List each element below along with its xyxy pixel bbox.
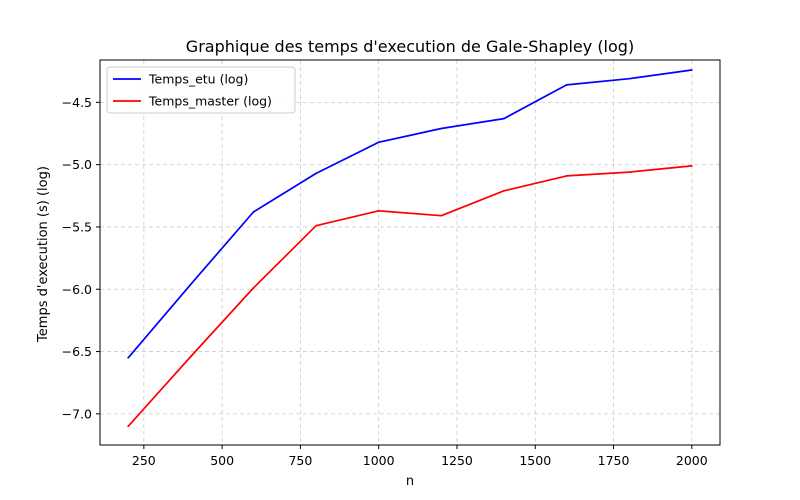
axis-ticks: 250 500 750 1000 1250 1500 1750 2000 −7.0 −6.5 −6.… <box>62 95 708 468</box>
plot-frame <box>99 59 721 446</box>
series-2-point <box>252 287 255 289</box>
x-tick-label: 1000 <box>363 453 395 468</box>
series-2-point <box>315 224 317 227</box>
series-1-point <box>127 356 130 359</box>
series-1-point <box>628 77 631 80</box>
x-tick-label: 500 <box>210 453 234 468</box>
series-1-point <box>503 117 505 120</box>
legend: Temps_etu (log) Temps_master (log) <box>106 66 296 114</box>
y-tick-label: −5.5 <box>62 219 92 234</box>
series-1-point <box>189 283 192 286</box>
x-tick-label: 2000 <box>676 453 708 468</box>
y-tick-label: −6.5 <box>62 344 92 359</box>
series-1-point <box>315 172 317 175</box>
plot-series <box>127 69 693 428</box>
x-tick-label: 250 <box>132 453 156 468</box>
series-1-point <box>690 69 693 71</box>
x-tick-label: 1500 <box>519 453 551 468</box>
series-1-point <box>565 84 568 86</box>
series-line-2 <box>127 165 692 427</box>
series-2-point <box>565 174 568 177</box>
series-line-1 <box>127 69 692 359</box>
y-axis-label: Temps d'execution (s) (log) <box>36 166 51 343</box>
series-2-point <box>377 209 380 212</box>
series-2-point <box>690 165 693 167</box>
series-2-point <box>127 425 130 428</box>
series-2-point <box>628 171 631 174</box>
x-tick-label: 1250 <box>441 453 473 468</box>
grid-lines <box>100 60 720 445</box>
series-1-point <box>377 141 380 144</box>
y-tick-label: −5.0 <box>62 157 92 172</box>
series-2-point <box>440 214 443 217</box>
legend-label-2: Temps_master (log) <box>148 94 272 109</box>
series-2-point <box>189 355 192 358</box>
x-tick-label: 750 <box>288 453 312 468</box>
chart-title: Graphique des temps d'execution de Gale-… <box>186 37 634 56</box>
y-tick-label: −7.0 <box>62 406 92 421</box>
series-1-point <box>440 127 443 130</box>
x-axis-label: n <box>406 474 414 489</box>
legend-frame <box>106 66 296 114</box>
series-2-point <box>503 189 505 192</box>
series-1-point <box>252 211 255 213</box>
x-tick-label: 1750 <box>598 453 630 468</box>
y-tick-label: −4.5 <box>62 95 92 110</box>
y-tick-label: −6.0 <box>62 282 92 297</box>
legend-label-1: Temps_etu (log) <box>148 72 248 87</box>
